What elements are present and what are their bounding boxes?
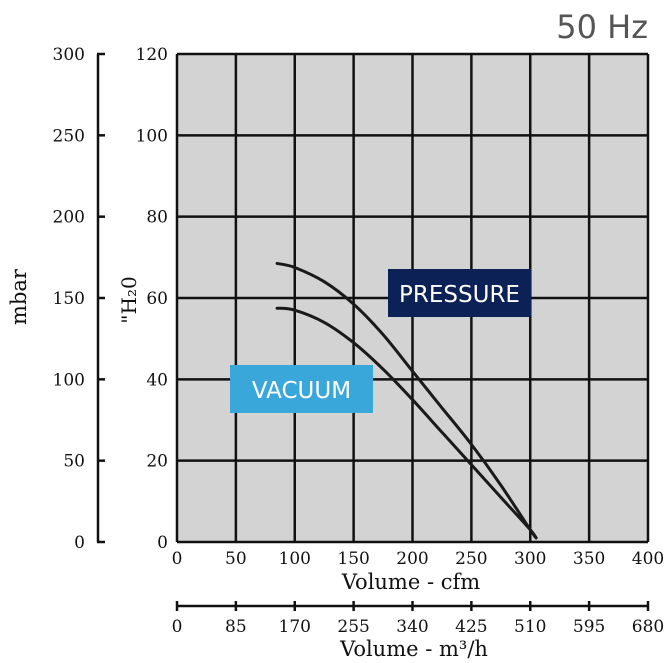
- outer-y-tick-label-200: 200: [53, 208, 85, 228]
- x2-tick-label-510: 510: [514, 617, 546, 637]
- y-tick-label-20: 20: [146, 452, 168, 472]
- x2-tick-label-85: 85: [225, 617, 247, 637]
- x-tick-label-400: 400: [632, 549, 664, 569]
- y-tick-label-40: 40: [146, 370, 168, 390]
- x2-tick-label-595: 595: [573, 617, 605, 637]
- outer-y-tick-label-100: 100: [53, 370, 85, 390]
- pressure-label-badge: PRESSURE: [388, 269, 531, 317]
- x2-tick-label-340: 340: [396, 617, 428, 637]
- outer-y-tick-label-50: 50: [63, 452, 85, 472]
- x2-tick-label-255: 255: [337, 617, 369, 637]
- y-axis-title-mbar: mbar: [7, 268, 31, 325]
- vacuum-label-text: VACUUM: [252, 378, 351, 404]
- outer-y-tick-label-150: 150: [53, 289, 85, 309]
- x2-tick-label-680: 680: [632, 617, 664, 637]
- x2-tick-label-170: 170: [279, 617, 311, 637]
- vacuum-label-background: [230, 365, 373, 413]
- pressure-label-background: [388, 269, 531, 317]
- x-axis-title-cfm: Volume - cfm: [341, 570, 480, 594]
- outer-y-tick-label-0: 0: [74, 533, 85, 553]
- x-tick-label-350: 350: [573, 549, 605, 569]
- y-axis-title-inches-h2o: "H₂0: [117, 276, 141, 323]
- vacuum-label-badge: VACUUM: [230, 365, 373, 413]
- y-tick-label-80: 80: [146, 208, 168, 228]
- x-axis-m3h: 0 85 170 255 340 425 510 595 680: [172, 601, 664, 637]
- pressure-label-text: PRESSURE: [399, 282, 520, 308]
- x-tick-label-0: 0: [172, 549, 183, 569]
- x-tick-label-100: 100: [279, 549, 311, 569]
- frequency-label: 50 Hz: [556, 8, 648, 46]
- x-axis-cfm: 0 50 100 150 200 250 300 350 400: [172, 549, 665, 569]
- inner-y-axis: 0 20 40 60 80 100 120: [136, 45, 168, 553]
- vacuum-curve: [275, 306, 538, 540]
- outer-y-tick-label-250: 250: [53, 126, 85, 146]
- x-tick-label-250: 250: [455, 549, 487, 569]
- y-tick-label-60: 60: [146, 289, 168, 309]
- outer-y-axis: 0 50 100 150 200 250 300: [53, 45, 105, 553]
- series-curves: [275, 261, 538, 540]
- x-tick-label-200: 200: [396, 549, 428, 569]
- y-tick-label-120: 120: [136, 45, 168, 65]
- grid-lines: [175, 52, 650, 544]
- x-tick-label-150: 150: [337, 549, 369, 569]
- outer-y-tick-label-300: 300: [53, 45, 85, 65]
- x-axis-title-m3h: Volume - m³/h: [339, 637, 488, 661]
- y-tick-label-100: 100: [136, 126, 168, 146]
- x2-tick-label-425: 425: [455, 617, 487, 637]
- y-tick-label-0: 0: [157, 533, 168, 553]
- pressure-curve: [275, 261, 538, 540]
- x-tick-label-300: 300: [514, 549, 546, 569]
- x-tick-label-50: 50: [225, 549, 247, 569]
- x2-tick-label-0: 0: [172, 617, 183, 637]
